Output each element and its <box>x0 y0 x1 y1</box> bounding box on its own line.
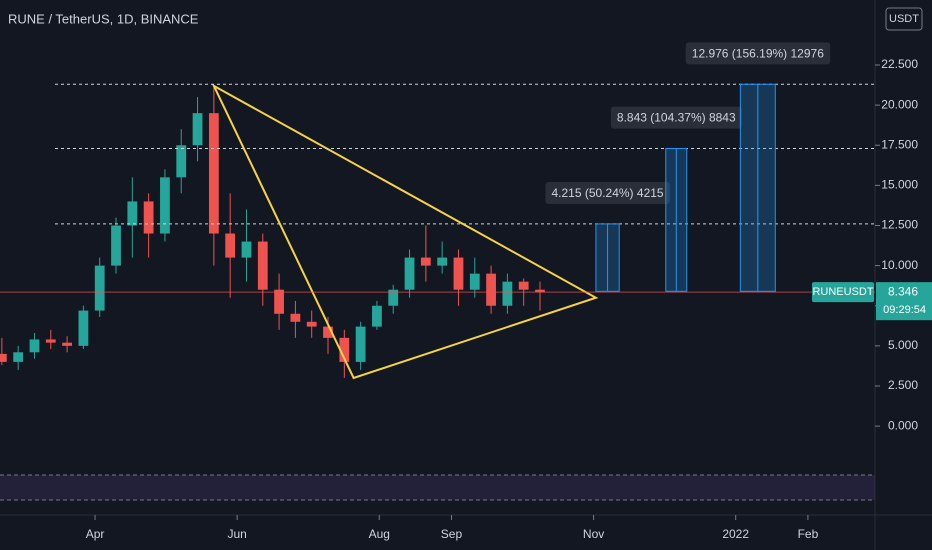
candle-body <box>94 265 105 311</box>
candle-body <box>160 177 170 234</box>
candle-body <box>388 289 399 306</box>
y-tick-label: 22.500 <box>881 57 918 71</box>
candle-body <box>241 241 252 258</box>
y-tick-label: 12.500 <box>881 218 918 232</box>
candle-body <box>486 273 496 306</box>
x-tick-label: Jun <box>227 527 246 541</box>
x-tick-label: Apr <box>86 527 105 541</box>
currency-button[interactable] <box>885 7 923 31</box>
x-tick-label: Sep <box>441 527 463 541</box>
candle-body <box>111 225 121 266</box>
x-tick-label: Nov <box>583 527 604 541</box>
y-tick-label: 10.000 <box>881 258 918 272</box>
candle-body <box>29 339 40 353</box>
price-tag <box>876 282 932 321</box>
candle-body <box>208 113 219 234</box>
candle-body <box>453 257 464 290</box>
candle-body <box>306 321 317 327</box>
candle-body <box>372 305 382 327</box>
symbol-title: RUNE / TetherUS, 1D, BINANCE <box>8 11 199 26</box>
symbol-tag <box>812 282 874 303</box>
candle-body <box>176 145 187 178</box>
x-tick-label: Feb <box>798 527 819 541</box>
candle-body <box>290 313 301 322</box>
x-tick-label: Aug <box>369 527 390 541</box>
candle-body <box>78 310 89 346</box>
candle-body <box>13 352 24 362</box>
target-label: 4.215 (50.24%) 4215 <box>552 186 664 200</box>
last-price: 8.346 <box>888 284 918 298</box>
candle-body <box>355 326 366 362</box>
candle-body <box>535 289 545 293</box>
candle-body <box>45 339 56 343</box>
candle-body <box>420 257 431 266</box>
y-tick-label: 5.000 <box>888 338 918 352</box>
candle-body <box>502 281 513 306</box>
candle-body <box>0 353 7 362</box>
candle-body <box>62 342 72 346</box>
target-label-bg <box>545 182 670 205</box>
candle-body <box>225 233 236 258</box>
y-tick-label: 15.000 <box>881 178 918 192</box>
target-label: 12.976 (156.19%) 12976 <box>692 46 824 60</box>
candle-body <box>469 273 480 290</box>
candle-body <box>323 326 333 338</box>
y-tick-label: 2.500 <box>888 378 918 392</box>
y-tick-label: 20.000 <box>881 97 918 111</box>
triangle-pattern <box>211 83 599 380</box>
candle-body <box>404 257 415 290</box>
rsi-band <box>0 475 875 500</box>
countdown: 09:29:54 <box>883 304 926 316</box>
target-label-bg <box>610 106 742 129</box>
target-label: 8.843 (104.37%) 8843 <box>617 111 736 125</box>
y-tick-label: 0.000 <box>888 418 918 432</box>
candle-body <box>339 337 350 362</box>
symbol-label: RUNEUSDT <box>812 286 873 298</box>
candle-body <box>127 201 138 226</box>
candle-body <box>274 289 284 314</box>
currency[interactable]: USDT <box>889 13 919 25</box>
candle-body <box>437 257 448 266</box>
x-tick-label: 2022 <box>722 527 749 541</box>
candle-body <box>143 201 154 234</box>
candle-body <box>518 281 529 290</box>
candle-body <box>192 113 203 146</box>
y-tick-label: 17.500 <box>881 137 918 151</box>
candle-body <box>257 241 268 290</box>
target-label-bg <box>685 42 831 65</box>
